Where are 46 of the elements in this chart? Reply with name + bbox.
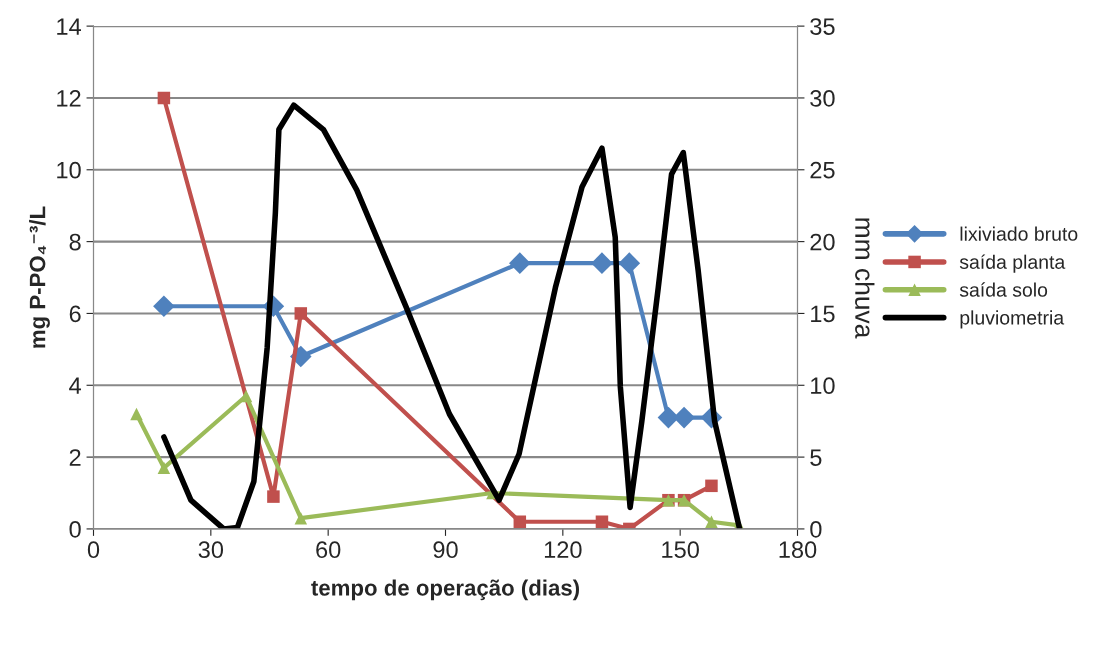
y2-tick-label: 10 [811,377,835,395]
x-tick-label: 180 [779,541,817,559]
point [239,389,253,403]
point [705,479,718,493]
point [294,307,308,320]
y2-tick-label: 20 [810,233,835,251]
y-tick-label: 0 [69,521,81,538]
y-tick-label: 10 [57,161,81,179]
x-tick-label: 30 [198,541,224,559]
legend-label: saída planta [959,254,1066,273]
y-tick-label: 2 [69,449,81,466]
legend-label: pluviometria [960,310,1065,329]
x-tick-label: 120 [544,541,582,559]
point [153,295,175,318]
legend-label: lixiviado bruto [960,226,1078,241]
y2-tick-label: 5 [810,449,822,466]
y2-tick-label: 15 [811,305,835,323]
legend-label: saída solo [959,282,1048,297]
point [595,515,609,528]
y2-tick-label: 35 [810,18,835,35]
y-axis-title: mg P-PO₄⁻³/L [29,206,50,348]
point [705,515,718,528]
y-tick-label: 14 [57,18,82,35]
y2-tick-label: 25 [810,161,835,179]
y2-tick-label: 0 [810,521,822,538]
point [509,252,531,274]
y2-tick-label: 30 [810,90,835,107]
point [673,406,695,429]
point [294,511,308,525]
point [157,91,171,105]
y-tick-label: 4 [69,377,81,394]
x-tick-label: 90 [433,541,458,559]
point [618,252,641,274]
point [267,490,280,503]
y-tick-label: 8 [69,233,81,251]
point [591,252,613,274]
x-tick-label: 60 [316,541,341,559]
x-tick-label: 150 [662,541,699,559]
y-tick-label: 12 [57,90,81,107]
x-axis-title: tempo de operação (dias) [311,579,579,601]
x-tick-label: 0 [87,541,100,559]
y-tick-label: 6 [69,305,81,323]
y2-axis-title: mm chuva [855,218,875,339]
point [157,461,171,475]
point [513,515,527,528]
point [130,407,143,421]
